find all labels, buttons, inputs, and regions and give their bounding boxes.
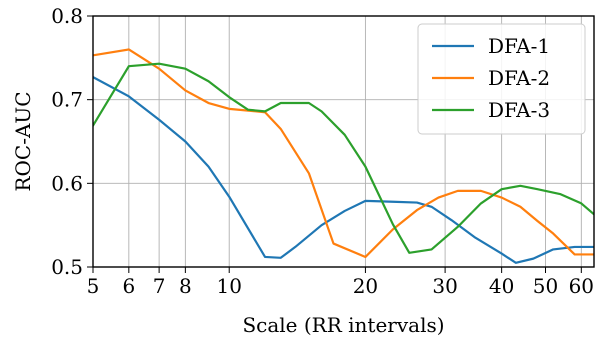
x-tick-label: 10 bbox=[216, 274, 241, 298]
plot-area-frame bbox=[92, 15, 595, 268]
x-tick-label: 40 bbox=[489, 274, 514, 298]
x-tick-label: 5 bbox=[87, 274, 100, 298]
series-line-dfa-3 bbox=[93, 62, 594, 254]
y-tick-label: 0.6 bbox=[51, 171, 83, 195]
series-line-dfa-1 bbox=[93, 75, 594, 264]
x-tick-label: 20 bbox=[353, 274, 378, 298]
y-tick-label: 0.7 bbox=[51, 88, 83, 112]
x-tick-label: 30 bbox=[432, 274, 457, 298]
axis-ticks: 5 6 7 8 10 20 30 40 50 60 0.5 0.6 0.7 0.8 bbox=[51, 4, 594, 298]
x-tick-label: 8 bbox=[179, 274, 192, 298]
y-axis-label: ROC-AUC bbox=[11, 91, 35, 191]
legend-box bbox=[417, 23, 586, 135]
x-tick-label: 6 bbox=[122, 274, 135, 298]
legend-label: DFA-1 bbox=[488, 34, 550, 58]
legend-label: DFA-3 bbox=[488, 98, 550, 122]
y-tick-label: 0.5 bbox=[51, 255, 83, 279]
legend-label: DFA-2 bbox=[488, 66, 550, 90]
x-tick-label: 50 bbox=[533, 274, 558, 298]
x-axis-label: Scale (RR intervals) bbox=[242, 313, 444, 337]
y-tick-label: 0.8 bbox=[51, 4, 83, 28]
x-tick-label: 7 bbox=[153, 274, 166, 298]
x-tick-label: 60 bbox=[569, 274, 594, 298]
legend: DFA-1 DFA-2 DFA-3 bbox=[417, 23, 586, 135]
series-lines bbox=[93, 48, 594, 264]
series-line-dfa-2 bbox=[93, 48, 594, 259]
